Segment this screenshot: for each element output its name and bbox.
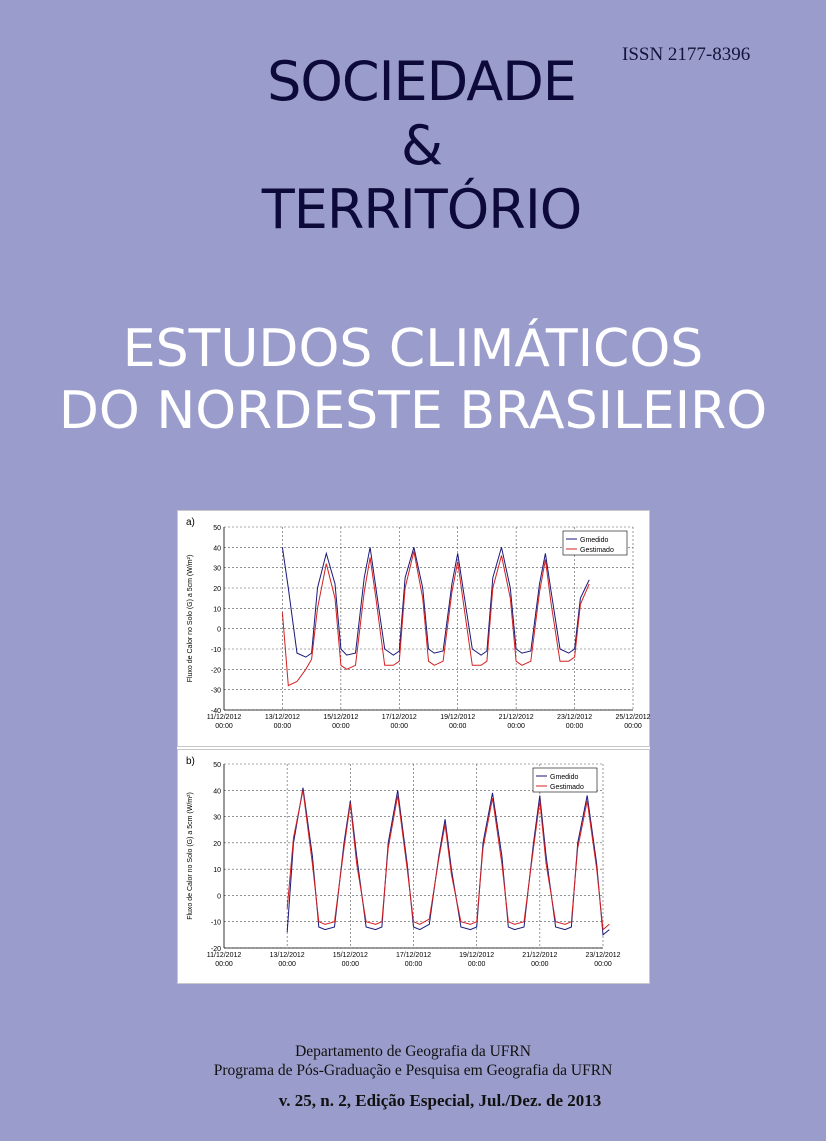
- panel-label: a): [186, 517, 195, 528]
- legend-box: [562, 530, 628, 556]
- chart-panel-a: a) -40 -30 -20 -10 0 10 20 30 40 50 11/12/2012 00:00…: [177, 510, 651, 747]
- x-tick-label: 00:00: [215, 961, 233, 968]
- x-tick-label: 00:00: [278, 961, 296, 968]
- x-tick-label: 00:00: [507, 723, 525, 730]
- x-tick-label: 11/12/2012: [207, 714, 242, 721]
- journal-title-line2: &: [400, 114, 443, 177]
- x-tick-label: 00:00: [274, 723, 292, 730]
- x-tick-label: 17/12/2012: [396, 952, 431, 959]
- x-tick-label: 13/12/2012: [270, 952, 305, 959]
- x-tick-label: 00:00: [405, 961, 423, 968]
- chart-a: a) -40 -30 -20 -10 0 10 20 30 40 50 11/12/2012 00:00…: [186, 517, 651, 730]
- legend-label: Gestimado: [550, 784, 584, 791]
- y-tick-label: -30: [211, 688, 221, 695]
- y-tick-label: 40: [213, 788, 221, 795]
- y-tick-label: -20: [211, 667, 221, 674]
- legend-label: Gmedido: [550, 774, 579, 781]
- y-tick-label: -40: [211, 708, 221, 715]
- x-tick-label: 00:00: [332, 723, 350, 730]
- y-axis-label: Fluxo de Calor no Solo (G) a 5cm (W/m²): [187, 792, 194, 920]
- series-line-gestimado: [286, 790, 610, 931]
- x-tick-label: 15/12/2012: [323, 714, 358, 721]
- journal-title-line1: SOCIEDADE: [267, 50, 577, 113]
- x-tick-label: 21/12/2012: [499, 714, 534, 721]
- footer-program: Programa de Pós-Graduação e Pesquisa em …: [213, 1062, 613, 1079]
- panel-label: b): [186, 756, 195, 767]
- x-tick-label: 00:00: [531, 961, 549, 968]
- x-tick-label: 00:00: [566, 723, 584, 730]
- x-tick-label: 00:00: [391, 723, 409, 730]
- journal-title-line3: TERRITÓRIO: [261, 178, 583, 241]
- footer: Departamento de Geografia da UFRN Progra…: [0, 1042, 826, 1080]
- issue-title-line1: ESTUDOS CLIMÁTICOS: [122, 319, 704, 379]
- x-tick-label: 25/12/2012: [615, 714, 650, 721]
- x-tick-label: 15/12/2012: [333, 952, 368, 959]
- y-tick-label: 10: [213, 606, 221, 613]
- x-tick-label: 21/12/2012: [522, 952, 557, 959]
- legend-box: [532, 767, 598, 793]
- issn: ISSN 2177-8396: [622, 44, 751, 65]
- y-tick-label: -10: [211, 920, 221, 927]
- y-tick-label: 50: [213, 525, 221, 532]
- chart-b: b) -20 -10 0 10 20 30 40 50 11/12/2012 00:00 13/12/…: [186, 756, 621, 968]
- y-tick-label: 50: [213, 762, 221, 769]
- journal-title: SOCIEDADE & TERRITÓRIO: [0, 50, 826, 242]
- x-tick-label: 00:00: [624, 723, 642, 730]
- series-line-gmedido: [281, 547, 590, 658]
- chart-panel-b: b) -20 -10 0 10 20 30 40 50 11/12/2012 00:00 13/12/…: [177, 749, 650, 984]
- y-tick-label: 30: [213, 815, 221, 822]
- x-tick-label: 23/12/2012: [557, 714, 592, 721]
- x-tick-label: 00:00: [594, 961, 612, 968]
- y-tick-label: 40: [213, 545, 221, 552]
- y-tick-label: 10: [213, 867, 221, 874]
- legend-label: Gestimado: [580, 547, 614, 554]
- x-tick-label: 00:00: [449, 723, 467, 730]
- issue-title: ESTUDOS CLIMÁTICOS DO NORDESTE BRASILEIR…: [0, 318, 826, 442]
- x-tick-label: 00:00: [342, 961, 360, 968]
- series-line-gestimado: [281, 551, 590, 687]
- y-tick-label: -10: [211, 647, 221, 654]
- y-tick-label: 20: [213, 586, 221, 593]
- x-tick-label: 17/12/2012: [382, 714, 417, 721]
- issue-title-line2: DO NORDESTE BRASILEIRO: [58, 381, 768, 441]
- y-tick-label: 0: [217, 893, 221, 900]
- x-tick-label: 00:00: [215, 723, 233, 730]
- legend-label: Gmedido: [580, 537, 609, 544]
- x-tick-label: 11/12/2012: [207, 952, 242, 959]
- x-tick-label: 13/12/2012: [265, 714, 300, 721]
- x-tick-label: 19/12/2012: [459, 952, 494, 959]
- y-tick-label: 30: [213, 566, 221, 573]
- x-tick-label: 19/12/2012: [440, 714, 475, 721]
- y-tick-label: -20: [211, 946, 221, 953]
- footer-department: Departamento de Geografia da UFRN: [295, 1043, 531, 1060]
- y-tick-label: 20: [213, 841, 221, 848]
- cover-figure: a) -40 -30 -20 -10 0 10 20 30 40 50 11/12/2012 00:00…: [177, 510, 651, 984]
- y-axis-label: Fluxo de Calor no Solo (G) a 5cm (W/m²): [187, 555, 194, 683]
- y-tick-label: 0: [217, 627, 221, 634]
- x-tick-label: 00:00: [468, 961, 486, 968]
- x-tick-label: 23/12/2012: [585, 952, 620, 959]
- volume-info: v. 25, n. 2, Edição Especial, Jul./Dez. …: [278, 1091, 602, 1110]
